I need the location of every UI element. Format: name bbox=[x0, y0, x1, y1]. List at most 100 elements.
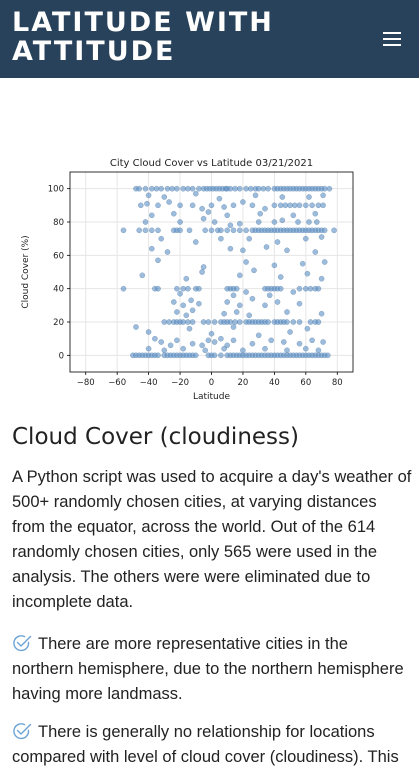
data-point bbox=[236, 220, 243, 227]
data-point bbox=[260, 185, 267, 192]
data-point bbox=[230, 202, 237, 209]
cloud-cover-chart: −80 −60 −40 −20 0 20 40 60 80 0 20 40 60 80 100 City Cl… bbox=[10, 150, 410, 405]
data-point bbox=[315, 319, 322, 325]
data-point bbox=[145, 345, 152, 352]
data-point bbox=[263, 244, 270, 250]
data-point bbox=[302, 345, 309, 352]
data-point bbox=[304, 270, 311, 277]
data-point bbox=[205, 337, 212, 344]
data-point bbox=[299, 260, 306, 267]
data-point bbox=[320, 192, 326, 199]
data-point bbox=[296, 202, 303, 209]
data-point bbox=[185, 285, 191, 292]
data-point bbox=[158, 185, 165, 192]
data-point bbox=[136, 185, 143, 192]
data-point bbox=[167, 342, 174, 349]
data-point bbox=[302, 202, 309, 209]
x-axis-label: Latitude bbox=[193, 392, 231, 402]
data-point bbox=[211, 319, 218, 325]
data-point bbox=[192, 352, 199, 359]
data-point bbox=[277, 285, 284, 292]
data-point bbox=[255, 185, 262, 192]
y-tick-label: 40 bbox=[53, 285, 64, 295]
data-point bbox=[274, 239, 281, 245]
data-point bbox=[218, 235, 224, 242]
data-point bbox=[290, 319, 297, 325]
data-point bbox=[224, 227, 231, 234]
hamburger-menu-icon[interactable] bbox=[380, 28, 406, 50]
data-point bbox=[189, 307, 196, 314]
data-point bbox=[221, 204, 227, 210]
data-point bbox=[120, 285, 127, 292]
data-point bbox=[255, 332, 262, 339]
section-heading: Cloud Cover (cloudiness) bbox=[12, 424, 299, 450]
finding-item: There are more representative cities in … bbox=[12, 632, 412, 707]
data-point bbox=[318, 275, 325, 282]
hamburger-line bbox=[383, 44, 401, 46]
data-point bbox=[148, 227, 155, 234]
data-point bbox=[208, 330, 215, 337]
data-point bbox=[255, 219, 262, 225]
data-point bbox=[227, 319, 234, 325]
data-point bbox=[145, 329, 152, 335]
data-point bbox=[240, 247, 246, 254]
data-point bbox=[257, 210, 264, 217]
data-point bbox=[205, 319, 212, 325]
data-point bbox=[224, 212, 231, 219]
data-point bbox=[247, 185, 254, 192]
data-point bbox=[321, 185, 328, 192]
data-point bbox=[243, 289, 249, 295]
data-point bbox=[279, 217, 286, 224]
data-point bbox=[174, 309, 180, 315]
data-point bbox=[196, 300, 202, 307]
x-tick-label: −20 bbox=[171, 378, 189, 388]
data-point bbox=[318, 234, 325, 240]
data-point bbox=[180, 285, 187, 292]
data-point bbox=[180, 185, 187, 192]
data-point bbox=[249, 202, 256, 209]
data-point bbox=[189, 185, 196, 192]
data-point bbox=[224, 299, 231, 305]
finding-text: There are more representative cities in … bbox=[12, 635, 404, 703]
data-point bbox=[192, 239, 199, 245]
data-point bbox=[158, 339, 165, 345]
data-point bbox=[155, 257, 161, 264]
data-point bbox=[321, 259, 328, 265]
data-point bbox=[307, 285, 314, 292]
data-point bbox=[211, 339, 218, 345]
data-point bbox=[174, 285, 180, 292]
data-point bbox=[200, 264, 207, 270]
data-point bbox=[230, 292, 237, 299]
data-point bbox=[142, 185, 149, 192]
data-point bbox=[208, 202, 215, 209]
data-point bbox=[265, 319, 271, 325]
data-point bbox=[302, 235, 309, 242]
data-point bbox=[227, 185, 234, 192]
scatter-plot: −80 −60 −40 −20 0 20 40 60 80 0 20 40 60 80 100 City Cl… bbox=[21, 158, 354, 402]
data-point bbox=[186, 325, 193, 332]
data-point bbox=[312, 249, 319, 255]
data-point bbox=[315, 285, 322, 292]
data-point bbox=[180, 319, 187, 325]
data-point bbox=[199, 342, 205, 349]
data-point bbox=[177, 219, 183, 225]
data-point bbox=[324, 352, 331, 359]
data-point bbox=[274, 299, 281, 305]
data-point bbox=[251, 267, 257, 274]
data-point bbox=[284, 319, 290, 325]
data-point bbox=[200, 319, 207, 325]
check-circle-icon bbox=[13, 635, 32, 652]
data-point bbox=[290, 289, 297, 295]
data-point bbox=[142, 227, 149, 234]
data-point bbox=[249, 340, 256, 347]
data-point bbox=[199, 205, 205, 212]
data-point bbox=[153, 185, 160, 192]
y-axis-label: Cloud Cover (%) bbox=[21, 235, 31, 308]
data-point bbox=[233, 309, 240, 315]
data-point bbox=[221, 310, 227, 317]
data-point bbox=[189, 340, 196, 347]
data-point bbox=[304, 325, 311, 332]
data-point bbox=[136, 227, 143, 234]
site-brand[interactable]: LATITUDE WITH ATTITUDE bbox=[12, 7, 274, 67]
data-point bbox=[155, 202, 161, 209]
